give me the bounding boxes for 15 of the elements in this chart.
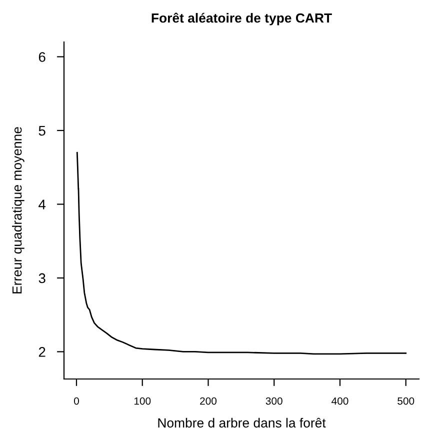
line-series: [76, 152, 407, 355]
y-tick-label: 2: [38, 347, 46, 357]
x-tick-label: 0: [74, 397, 79, 405]
y-tick-label: 4: [38, 200, 46, 210]
chart-title: Forêt aléatoire de type CART: [152, 12, 332, 26]
y-tick-label: 6: [38, 52, 46, 62]
x-tick-label: 400: [332, 397, 348, 405]
y-axis-title: Erreur quadratique moyenne: [12, 127, 24, 294]
y-tick-label: 5: [38, 126, 46, 136]
y-tick-label: 3: [38, 273, 46, 284]
x-tick-label: 500: [398, 397, 414, 405]
x-axis-title: Nombre d arbre dans la forêt: [158, 418, 326, 428]
x-tick-label: 100: [134, 397, 151, 405]
x-tick-label: 200: [200, 397, 217, 405]
x-tick-label: 300: [266, 397, 282, 405]
